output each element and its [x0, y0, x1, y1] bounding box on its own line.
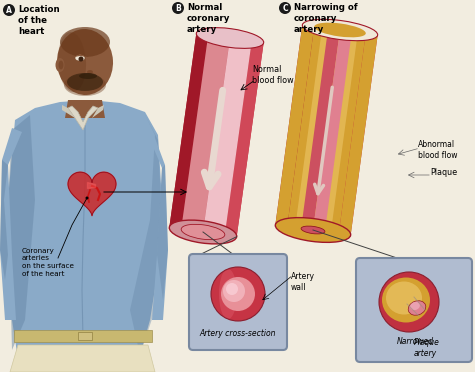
Ellipse shape	[386, 282, 422, 314]
Circle shape	[211, 267, 265, 321]
Ellipse shape	[408, 301, 426, 315]
Polygon shape	[74, 54, 87, 57]
Polygon shape	[295, 28, 358, 232]
FancyBboxPatch shape	[356, 258, 472, 362]
Text: Normal
coronary
artery: Normal coronary artery	[187, 3, 230, 34]
Polygon shape	[130, 115, 162, 355]
Ellipse shape	[87, 70, 93, 74]
Polygon shape	[301, 28, 340, 230]
Polygon shape	[92, 105, 104, 118]
Polygon shape	[276, 25, 340, 230]
Text: Artery
wall: Artery wall	[291, 272, 315, 292]
Ellipse shape	[78, 57, 84, 61]
Polygon shape	[0, 128, 22, 320]
Ellipse shape	[219, 269, 237, 319]
Polygon shape	[181, 35, 230, 232]
Ellipse shape	[223, 280, 245, 302]
Polygon shape	[157, 165, 168, 300]
Polygon shape	[68, 106, 98, 130]
Polygon shape	[313, 30, 378, 235]
Text: C: C	[282, 4, 288, 13]
Ellipse shape	[169, 220, 237, 244]
Text: Location
of the
heart: Location of the heart	[18, 5, 60, 36]
FancyBboxPatch shape	[189, 254, 287, 350]
Circle shape	[211, 267, 265, 321]
Polygon shape	[8, 115, 35, 350]
Polygon shape	[169, 33, 230, 232]
Text: Artery cross-section: Artery cross-section	[200, 330, 276, 339]
Text: Normal
blood flow: Normal blood flow	[252, 65, 294, 85]
Ellipse shape	[75, 55, 85, 61]
Ellipse shape	[302, 19, 378, 41]
Ellipse shape	[410, 302, 420, 310]
Ellipse shape	[196, 28, 264, 48]
Text: Abnormal
blood flow: Abnormal blood flow	[418, 140, 457, 160]
Circle shape	[221, 277, 255, 311]
Ellipse shape	[276, 218, 351, 243]
Circle shape	[379, 272, 439, 332]
Polygon shape	[8, 100, 162, 372]
Ellipse shape	[181, 224, 225, 240]
Text: B: B	[175, 4, 181, 13]
Ellipse shape	[79, 73, 97, 79]
Circle shape	[279, 2, 291, 14]
Text: A: A	[6, 6, 12, 15]
Polygon shape	[313, 30, 352, 232]
Ellipse shape	[382, 278, 430, 323]
Circle shape	[86, 196, 88, 199]
Polygon shape	[225, 41, 264, 237]
Ellipse shape	[67, 73, 103, 91]
Text: Narrowed: Narrowed	[397, 337, 434, 346]
Polygon shape	[0, 160, 8, 280]
Ellipse shape	[64, 74, 106, 96]
Ellipse shape	[57, 29, 113, 95]
Text: Coronary
arteries
on the surface
of the heart: Coronary arteries on the surface of the …	[22, 248, 74, 276]
Bar	[14, 330, 152, 342]
Ellipse shape	[60, 27, 110, 57]
Polygon shape	[169, 33, 208, 229]
Polygon shape	[203, 38, 264, 237]
Polygon shape	[65, 100, 105, 118]
Ellipse shape	[58, 32, 86, 92]
Bar	[78, 332, 92, 340]
Ellipse shape	[56, 58, 65, 72]
Polygon shape	[339, 33, 378, 235]
Ellipse shape	[301, 226, 325, 234]
Polygon shape	[68, 172, 116, 215]
Text: Plaque: Plaque	[430, 168, 457, 177]
Ellipse shape	[58, 61, 64, 70]
Polygon shape	[148, 130, 168, 320]
Polygon shape	[276, 25, 314, 227]
Circle shape	[3, 4, 15, 16]
Text: Narrowing of
coronary
artery: Narrowing of coronary artery	[294, 3, 358, 34]
Ellipse shape	[314, 23, 366, 37]
Text: Plaque
artery: Plaque artery	[414, 338, 440, 358]
Polygon shape	[62, 105, 75, 118]
Polygon shape	[10, 345, 155, 372]
Ellipse shape	[226, 283, 238, 295]
Polygon shape	[203, 38, 252, 235]
Circle shape	[172, 2, 184, 14]
Polygon shape	[287, 26, 366, 234]
